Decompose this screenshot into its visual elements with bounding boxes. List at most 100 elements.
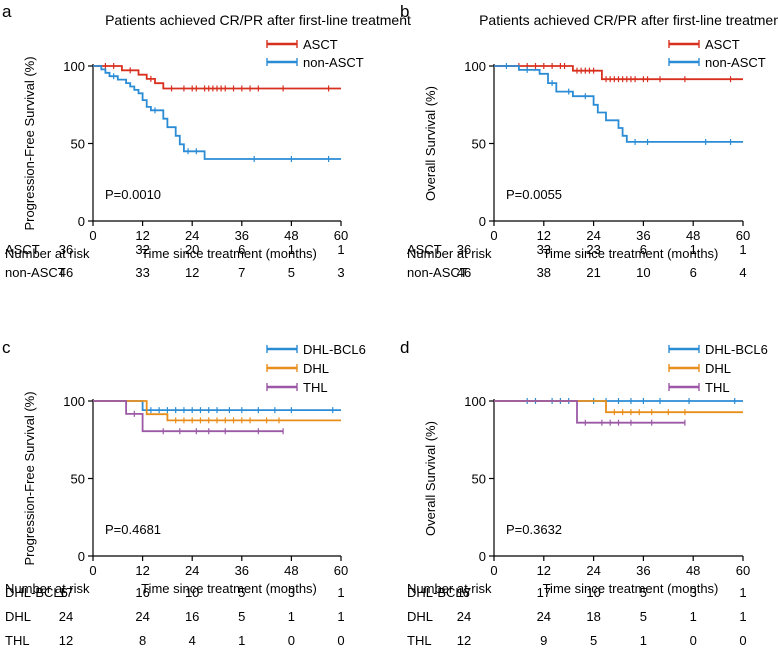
legend-label: non-ASCT [303, 55, 364, 70]
panel-b: b Patients achieved CR/PR after first-lin… [400, 2, 778, 280]
legend-label: DHL-BCL6 [705, 342, 768, 357]
risk-row-label: DHL [5, 609, 31, 624]
risk-count: 1 [238, 633, 245, 648]
risk-table-header: Number at risk [5, 581, 90, 596]
x-tick-label: 36 [235, 228, 249, 243]
x-tick-label: 0 [89, 228, 96, 243]
panel-label: a [2, 2, 12, 21]
x-axis-label: Time since treatment (months) [141, 581, 317, 596]
risk-row-label: ASCT [407, 242, 442, 257]
y-tick-label: 100 [63, 394, 85, 409]
risk-count: 1 [640, 633, 647, 648]
risk-count: 6 [238, 242, 245, 257]
risk-count: 5 [640, 609, 647, 624]
risk-count: 24 [135, 609, 149, 624]
risk-count: 10 [185, 585, 199, 600]
x-tick-label: 24 [185, 563, 199, 578]
p-value: P=0.3632 [506, 522, 562, 537]
y-tick-label: 50 [71, 472, 85, 487]
risk-count: 4 [739, 265, 746, 280]
x-tick-label: 36 [636, 563, 650, 578]
panel-label: c [2, 338, 11, 357]
y-tick-label: 100 [63, 59, 85, 74]
risk-count: 36 [59, 242, 73, 257]
risk-count: 1 [337, 609, 344, 624]
legend-label: DHL [705, 361, 731, 376]
y-tick-label: 0 [479, 549, 486, 564]
x-tick-label: 24 [586, 563, 600, 578]
survival-curve-non-asct [93, 65, 341, 160]
y-axis-label: Overall Survival (%) [423, 86, 438, 201]
panel-label: b [400, 2, 409, 21]
risk-count: 20 [185, 242, 199, 257]
p-value: P=0.0055 [506, 187, 562, 202]
y-tick-label: 0 [479, 214, 486, 229]
legend-label: THL [303, 380, 328, 395]
y-tick-label: 0 [78, 214, 85, 229]
x-tick-label: 0 [490, 228, 497, 243]
risk-count: 3 [690, 585, 697, 600]
legend-label: THL [705, 380, 730, 395]
risk-count: 46 [59, 265, 73, 280]
y-tick-label: 50 [71, 137, 85, 152]
risk-count: 1 [739, 609, 746, 624]
survival-curve-asct [494, 65, 743, 81]
x-tick-label: 24 [586, 228, 600, 243]
x-tick-label: 60 [334, 563, 348, 578]
risk-count: 8 [139, 633, 146, 648]
risk-table-header: Number at risk [5, 246, 90, 261]
legend-label: ASCT [705, 37, 740, 52]
risk-count: 24 [457, 609, 471, 624]
risk-count: 46 [457, 265, 471, 280]
risk-count: 24 [59, 609, 73, 624]
risk-count: 17 [59, 585, 73, 600]
risk-count: 21 [586, 265, 600, 280]
x-tick-label: 0 [490, 563, 497, 578]
risk-count: 24 [537, 609, 551, 624]
risk-count: 1 [337, 242, 344, 257]
legend-label: ASCT [303, 37, 338, 52]
risk-count: 18 [586, 609, 600, 624]
risk-count: 23 [586, 242, 600, 257]
risk-count: 9 [540, 633, 547, 648]
risk-count: 1 [739, 585, 746, 600]
x-tick-label: 48 [686, 563, 700, 578]
x-tick-label: 36 [636, 228, 650, 243]
risk-count: 4 [189, 633, 196, 648]
survival-curve-non-asct [494, 65, 743, 143]
x-axis-label: Time since treatment (months) [543, 581, 719, 596]
risk-row-label: DHL [407, 609, 433, 624]
chart-title: Patients achieved CR/PR after first-line… [105, 12, 411, 28]
y-tick-label: 100 [464, 394, 486, 409]
legend-label: DHL-BCL6 [303, 342, 366, 357]
x-tick-label: 48 [686, 228, 700, 243]
risk-count: 12 [457, 633, 471, 648]
risk-count: 16 [135, 585, 149, 600]
risk-count: 38 [537, 265, 551, 280]
risk-count: 5 [590, 633, 597, 648]
x-axis-label: Time since treatment (months) [141, 246, 317, 261]
risk-row-label: THL [5, 633, 30, 648]
risk-count: 0 [739, 633, 746, 648]
risk-count: 7 [238, 265, 245, 280]
risk-count: 17 [457, 585, 471, 600]
risk-count: 0 [337, 633, 344, 648]
risk-row-label: THL [407, 633, 432, 648]
x-tick-label: 12 [537, 228, 551, 243]
risk-row-label: ASCT [5, 242, 40, 257]
y-axis-label: Overall Survival (%) [423, 421, 438, 536]
risk-row-label: non-ASCT [407, 265, 468, 280]
risk-count: 12 [185, 265, 199, 280]
y-tick-label: 50 [472, 472, 486, 487]
x-tick-label: 60 [334, 228, 348, 243]
risk-count: 36 [457, 242, 471, 257]
risk-count: 1 [337, 585, 344, 600]
x-tick-label: 60 [736, 228, 750, 243]
risk-count: 3 [288, 585, 295, 600]
risk-table-header: Number at risk [407, 581, 492, 596]
y-axis-label: Progression-Free Survival (%) [22, 391, 37, 565]
risk-count: 3 [337, 265, 344, 280]
risk-count: 5 [238, 609, 245, 624]
risk-count: 5 [288, 265, 295, 280]
p-value: P=0.0010 [105, 187, 161, 202]
